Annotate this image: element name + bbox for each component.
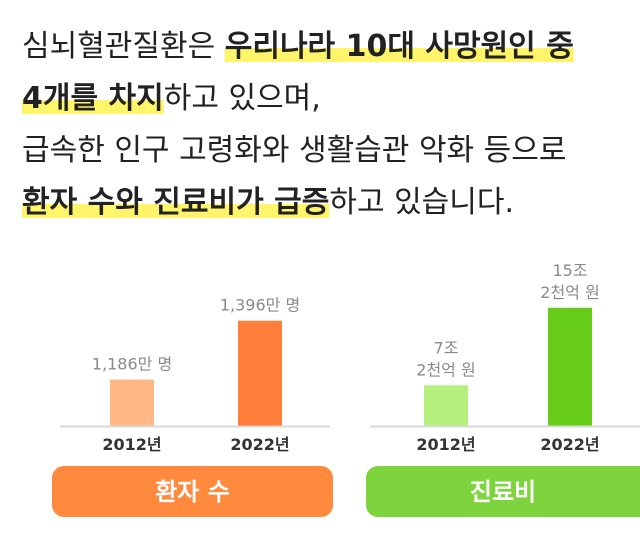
plain-text: 심뇌혈관질환은 (22, 29, 225, 64)
x-tick-label: 2012년 (416, 435, 475, 454)
bar (424, 385, 468, 426)
value-label: 7조 (434, 338, 459, 357)
value-label: 15조 (552, 261, 587, 280)
paragraph-line: 심뇌혈관질환은 우리나라 10대 사망원인 중 (22, 29, 574, 64)
x-tick-label: 2022년 (540, 435, 599, 454)
paragraph-line: 급속한 인구 고령화와 생활습관 악화 등으로 (22, 133, 566, 168)
value-label: 1,396만 명 (220, 296, 300, 315)
plain-text: 하고 있습니다. (329, 185, 514, 220)
chart-title: 진료비 (470, 478, 536, 506)
plain-text: 하고 있으며, (164, 81, 321, 116)
plain-text: 급속한 인구 고령화와 생활습관 악화 등으로 (22, 133, 566, 168)
emphasis-text: 4개를 차지 (22, 81, 164, 116)
highlight-layer (22, 48, 574, 218)
emphasis-text: 우리나라 10대 사망원인 중 (225, 29, 574, 64)
paragraph-line: 4개를 차지하고 있으며, (22, 81, 321, 116)
text-highlight (22, 100, 164, 114)
value-label: 1,186만 명 (92, 355, 172, 374)
text-highlight (22, 204, 330, 218)
category-button (52, 466, 333, 517)
x-tick-label: 2022년 (230, 435, 289, 454)
emphasis-text: 환자 수와 진료비가 급증 (22, 185, 329, 220)
paragraph-line: 환자 수와 진료비가 급증하고 있습니다. (22, 185, 514, 220)
bar (548, 307, 592, 426)
bar (238, 320, 282, 426)
bar (110, 379, 154, 426)
x-tick-label: 2012년 (102, 435, 161, 454)
chart-title: 환자 수 (155, 478, 230, 506)
paragraph: 심뇌혈관질환은 우리나라 10대 사망원인 중 4개를 차지하고 있으며, 급속한 … (22, 29, 574, 220)
text-highlight (224, 48, 574, 62)
value-label: 2천억 원 (540, 283, 599, 302)
category-button (366, 466, 640, 517)
value-label: 2천억 원 (416, 360, 475, 379)
